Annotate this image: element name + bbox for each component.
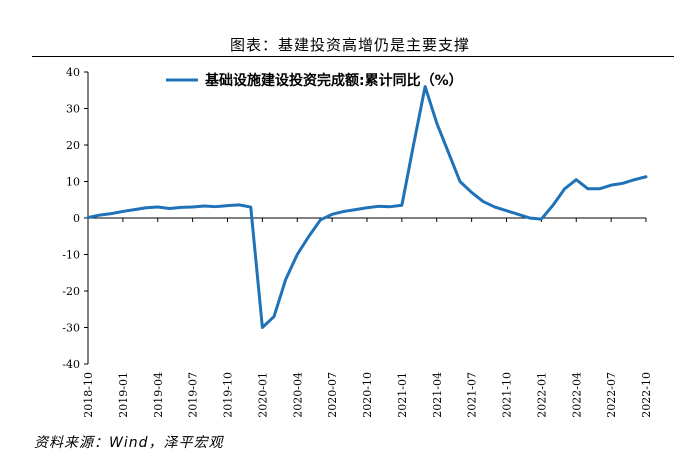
title-divider — [32, 56, 674, 57]
x-tick-label: 2020-10 — [361, 372, 374, 418]
y-tick-label: 40 — [66, 66, 80, 79]
y-axis: -40 -30 -20 -10 0 10 20 30 40 — [62, 66, 89, 371]
x-tick-label: 2022-04 — [570, 372, 583, 418]
series-layer — [86, 85, 648, 329]
y-tick-label: -10 — [62, 249, 80, 262]
series-line — [86, 85, 648, 329]
x-tick-label: 2020-07 — [326, 372, 339, 418]
source-note: 资料来源：Wind，泽平宏观 — [34, 435, 224, 451]
y-tick-label: 10 — [66, 176, 80, 189]
x-tick-label: 2021-07 — [466, 372, 479, 418]
y-tick-label: -30 — [62, 322, 80, 335]
x-tick-label: 2020-04 — [291, 372, 304, 418]
y-tick-label: -40 — [62, 358, 80, 371]
x-tick-label: 2022-10 — [640, 372, 653, 418]
x-tick-label: 2018-10 — [82, 372, 95, 418]
y-tick-label: -20 — [62, 285, 80, 298]
x-tick-label: 2019-01 — [117, 372, 130, 418]
x-tick-label: 2022-01 — [535, 372, 548, 418]
x-tick-label: 2022-07 — [605, 372, 618, 418]
legend: 基础设施建设投资完成额:累计同比（%） — [166, 72, 463, 89]
x-tick-label: 2021-01 — [396, 372, 409, 418]
figure-title: 图表：基建投资高增仍是主要支撑 — [229, 36, 470, 54]
x-tick-label: 2021-04 — [431, 372, 444, 418]
y-tick-label: 30 — [66, 103, 80, 116]
legend-entry: 基础设施建设投资完成额:累计同比（%） — [205, 72, 463, 89]
y-tick-label: 0 — [73, 212, 80, 225]
x-tick-label: 2019-10 — [222, 372, 235, 418]
x-tick-label: 2021-10 — [501, 372, 514, 418]
x-axis: 2018-10 2019-01 2019-04 2019-07 2019-10 2020-… — [82, 217, 653, 418]
y-tick-label: 20 — [66, 139, 80, 152]
x-tick-label: 2019-07 — [187, 372, 200, 418]
x-tick-label: 2020-01 — [256, 372, 269, 418]
x-tick-label: 2019-04 — [152, 372, 165, 418]
